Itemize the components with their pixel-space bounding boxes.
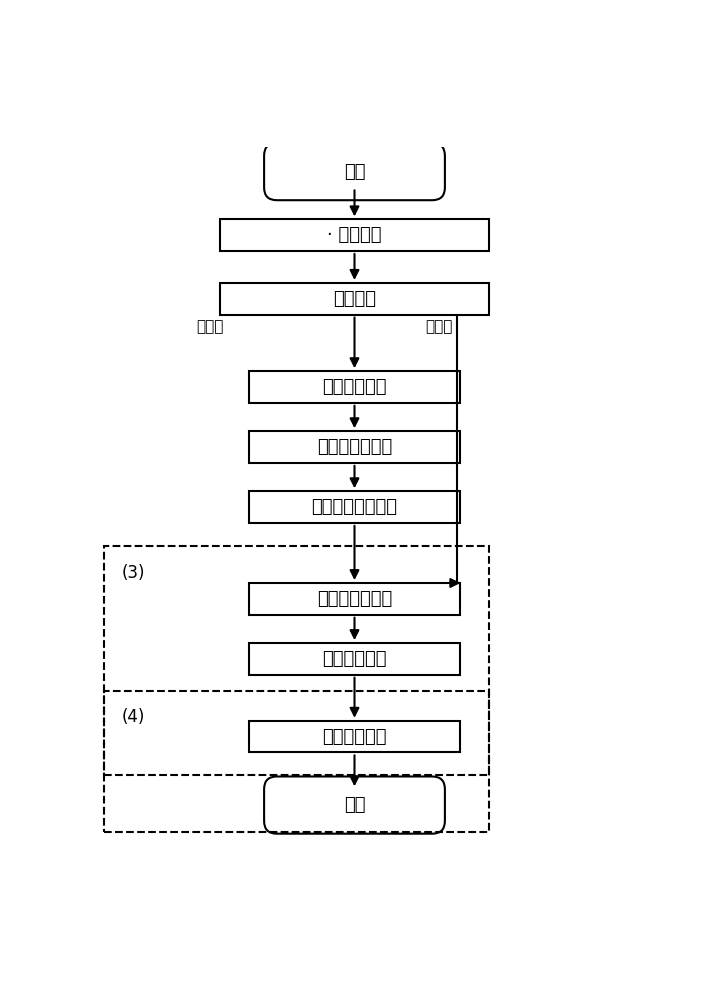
FancyBboxPatch shape <box>264 776 445 834</box>
Text: (3): (3) <box>121 564 145 582</box>
Bar <box>249 491 460 523</box>
Text: 操作员: 操作员 <box>425 319 453 334</box>
Bar <box>220 283 489 315</box>
Bar <box>104 691 489 832</box>
Text: 信号灯信息配置: 信号灯信息配置 <box>317 438 392 456</box>
Text: 标准时序信息配置: 标准时序信息配置 <box>311 498 398 516</box>
Text: 通道信息配置: 通道信息配置 <box>323 378 386 396</box>
Bar <box>249 371 460 403</box>
Bar <box>249 583 460 615</box>
Text: 开始: 开始 <box>344 163 365 181</box>
Text: · 启动装置: · 启动装置 <box>328 226 381 244</box>
Bar <box>249 643 460 675</box>
Text: 保存检测结果: 保存检测结果 <box>323 728 386 746</box>
Bar <box>220 219 489 251</box>
FancyBboxPatch shape <box>264 143 445 200</box>
Bar <box>249 431 460 463</box>
Text: 信号灯状态检测: 信号灯状态检测 <box>317 590 392 608</box>
Bar <box>249 721 460 752</box>
Text: 结束: 结束 <box>344 796 365 814</box>
Text: 管理员: 管理员 <box>196 319 223 334</box>
Bar <box>104 546 489 775</box>
Text: (4): (4) <box>121 708 145 726</box>
Text: 用户登录: 用户登录 <box>333 290 376 308</box>
Text: 时序自动判读: 时序自动判读 <box>323 650 386 668</box>
